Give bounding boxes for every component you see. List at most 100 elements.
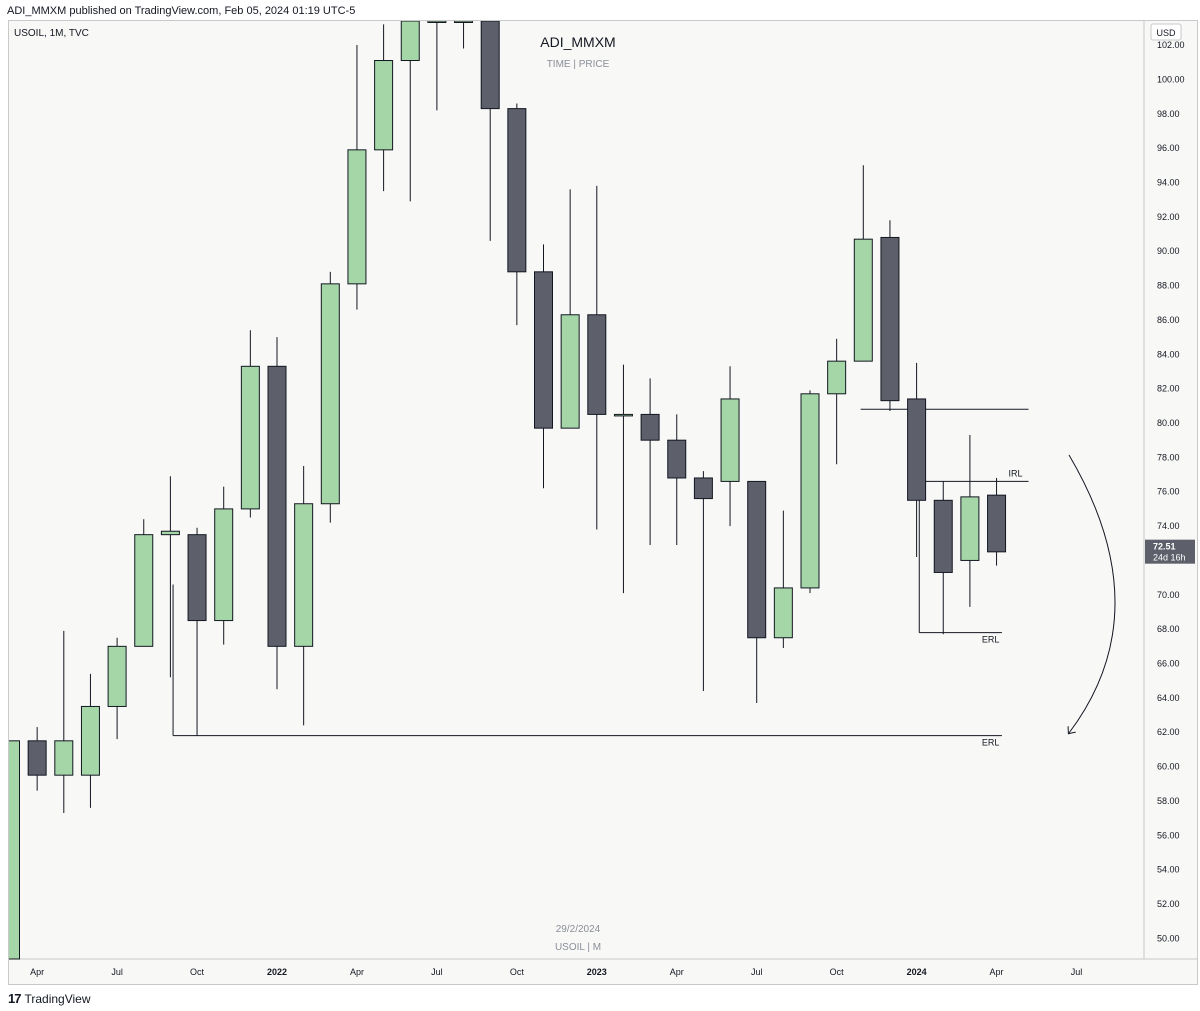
candle[interactable] [560,189,580,429]
candle-body-bearish [693,477,713,500]
x-tick-label: 2023 [587,967,607,977]
candle-body-bullish [374,60,394,151]
candle[interactable] [827,338,847,465]
candle-body-bearish [267,365,287,647]
y-tick-label: 90.00 [1157,246,1180,256]
y-tick-label: 102.00 [1157,40,1185,50]
y-tick-label: 60.00 [1157,762,1180,772]
candle[interactable] [800,390,820,594]
projection-arrow[interactable] [1069,454,1116,733]
candle[interactable] [987,477,1007,566]
x-tick-label: 2024 [907,967,927,977]
candle-body-bullish [54,740,74,776]
candle[interactable] [693,471,713,691]
candle[interactable] [400,21,420,202]
y-tick-label: 84.00 [1157,349,1180,359]
bottom-watermark-date: 29/2/2024 [556,924,601,935]
candle[interactable] [267,337,287,690]
candle-body-bullish [134,534,154,647]
candle[interactable] [880,220,900,411]
candle-body-bullish [400,21,420,62]
candle[interactable] [80,673,100,808]
candles-layer[interactable] [9,21,1007,960]
x-tick-label: Oct [510,967,525,977]
candle[interactable] [587,185,607,530]
candle-body-bullish [214,508,234,622]
candle[interactable] [534,244,553,489]
x-tick-label: Jul [111,967,123,977]
chart-panel[interactable]: USOIL, 1M, TVC ADI_MMXM TIME | PRICE 29/… [8,20,1198,985]
candle[interactable] [54,630,74,813]
candle[interactable] [240,330,260,518]
candle[interactable] [294,465,314,726]
candle[interactable] [454,21,474,49]
level-label-erl: ERL [982,738,1000,748]
y-tick-label: 58.00 [1157,796,1180,806]
publish-header: ADI_MMXM published on TradingView.com, F… [7,5,356,17]
y-tick-label: 86.00 [1157,315,1180,325]
candle-body-bearish [187,534,207,622]
candle-body-bearish [534,271,553,429]
y-tick-label: 100.00 [1157,74,1185,84]
current-price-badge: 72.51 24d 16h [1145,539,1195,564]
candle-body-bearish [667,439,687,479]
candle[interactable] [27,727,47,791]
candle-body-bullish [320,283,340,505]
y-tick-label: 50.00 [1157,933,1180,943]
candle[interactable] [507,103,527,326]
annotation-layer[interactable]: IRL ERL ERL [172,408,1029,748]
candle[interactable] [320,271,340,523]
candlestick-chart[interactable]: USOIL, 1M, TVC ADI_MMXM TIME | PRICE 29/… [9,21,1197,984]
candle[interactable] [640,378,660,545]
candle[interactable] [374,24,394,192]
candle[interactable] [480,21,500,241]
candle-body-bearish [480,21,500,110]
y-tick-label: 80.00 [1157,418,1180,428]
candle-body-bullish [960,496,980,561]
y-tick-label: 54.00 [1157,865,1180,875]
tradingview-logo[interactable]: 17 TradingView [8,991,91,1006]
candle[interactable] [427,21,447,111]
candle[interactable] [134,519,154,647]
x-axis-ticks: Apr Jul Oct 2022 Apr Jul Oct 2023 Apr Jul Oct 2024 A… [30,967,1082,977]
current-price-value: 72.51 [1153,542,1176,552]
candle[interactable] [613,364,633,594]
candle[interactable] [960,435,980,607]
candle[interactable] [9,740,20,960]
candle[interactable] [347,45,367,310]
level-label-erl: ERL [982,635,1000,645]
candle[interactable] [933,481,953,635]
y-axis-ticks: 50.00 52.00 54.00 56.00 58.00 60.00 62.00 64.00… [1157,40,1185,943]
candle[interactable] [747,480,767,704]
candle[interactable] [667,414,687,545]
candle-body-bullish [454,21,474,23]
candle[interactable] [107,637,127,740]
candle[interactable] [907,362,927,557]
candle-body-bearish [640,413,660,441]
candle-body-bearish [587,314,607,415]
candle-body-bullish [827,360,847,395]
symbol-label: USOIL, 1M, TVC [14,28,89,39]
candle-body-bullish [773,587,793,639]
y-tick-label: 88.00 [1157,281,1180,291]
y-tick-label: 64.00 [1157,693,1180,703]
x-tick-label: 2022 [267,967,287,977]
currency-badge[interactable] [1150,23,1182,41]
candle[interactable] [187,527,207,736]
candle[interactable] [853,165,873,362]
x-tick-label: Jul [1071,967,1083,977]
y-tick-label: 76.00 [1157,487,1180,497]
candle[interactable] [773,510,793,649]
candle-body-bullish [853,238,873,362]
candle[interactable] [214,486,234,645]
candle-body-bullish [9,740,20,960]
candle-body-bearish [880,236,900,402]
y-tick-label: 78.00 [1157,452,1180,462]
y-tick-label: 70.00 [1157,590,1180,600]
candle-body-bullish [294,503,314,647]
y-tick-label: 68.00 [1157,624,1180,634]
y-tick-label: 96.00 [1157,143,1180,153]
candle[interactable] [720,366,740,527]
candle[interactable] [160,476,180,678]
x-tick-label: Apr [30,967,44,977]
